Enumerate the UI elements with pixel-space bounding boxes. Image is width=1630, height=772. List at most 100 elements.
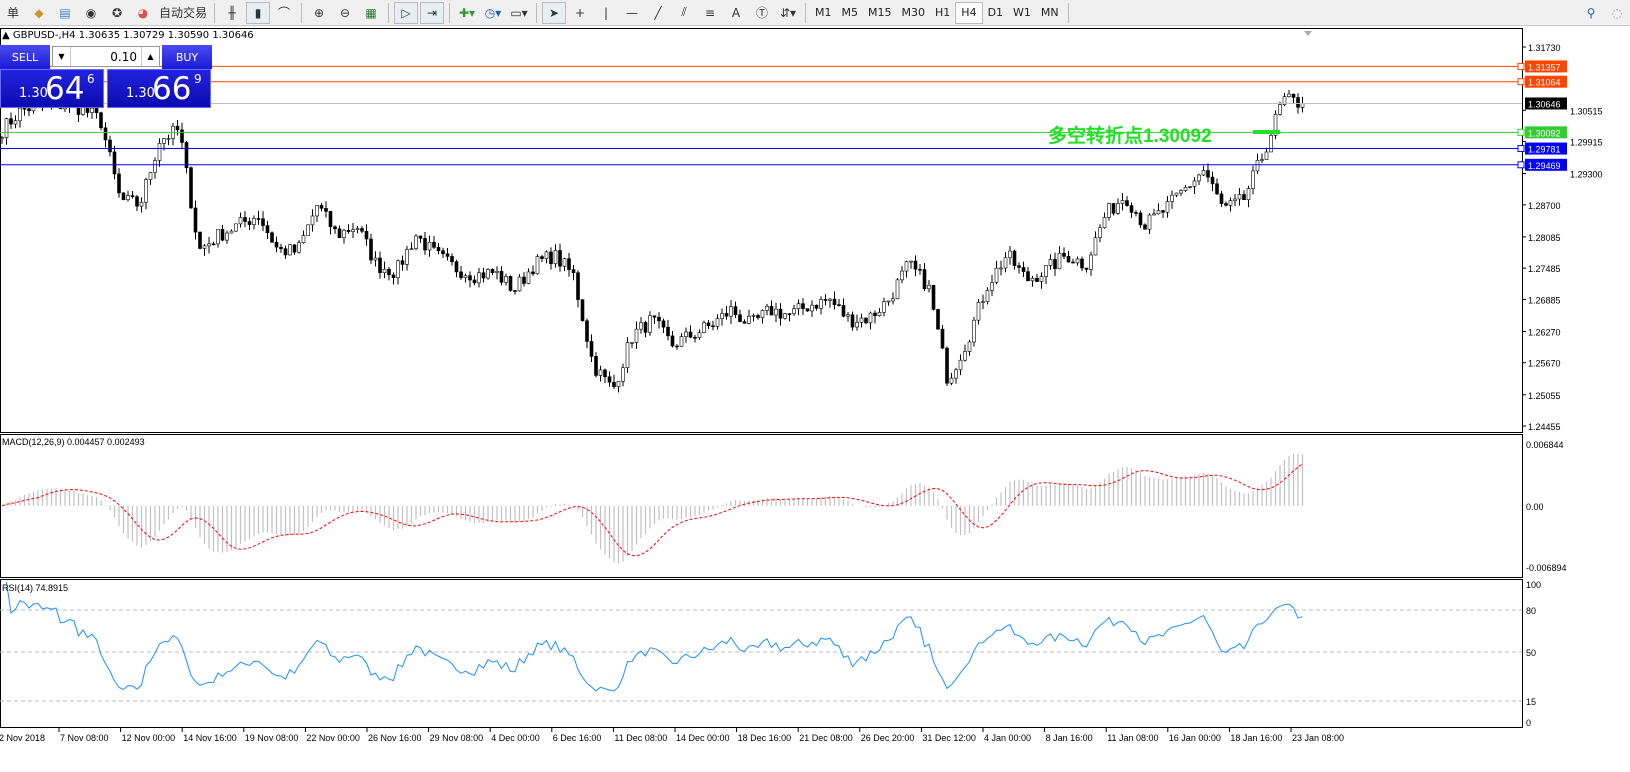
candle [1003,252,1008,273]
auto-scroll-icon[interactable]: ▷ [394,1,419,24]
candle [918,264,922,275]
candle [1219,190,1224,208]
horizontal-line-icon[interactable]: — [626,5,639,20]
text-label-icon[interactable]: Ⓣ [756,6,769,20]
macd-signal-line [1,463,1303,557]
timeframe-h1[interactable]: H1 [935,6,951,19]
candlestick-icon[interactable]: ▮ [246,1,271,24]
periods-icon[interactable]: ◷▾ [484,5,502,20]
candle [639,317,643,334]
candle [144,177,148,210]
chart-shift-icon[interactable]: ⇥ [420,1,445,24]
toolbar-separator [388,2,390,23]
buy-price-prefix: 1.30 [126,86,155,101]
rsi-tick-label: 80 [1526,606,1536,616]
auto-trading-icon[interactable]: ◕ [137,5,149,20]
timeframe-h4[interactable]: H4 [955,1,983,24]
time-tick-label: 16 Jan 00:00 [1169,733,1221,743]
bar-chart-icon[interactable]: ╫ [228,5,236,20]
candle [576,270,580,308]
sell-price-main: 64 [45,71,85,107]
indicators-icon[interactable]: ✚▾ [458,5,476,20]
candle [1075,256,1080,266]
sell-button[interactable]: SELL [0,45,50,69]
vertical-line-icon[interactable]: | [603,5,609,20]
buy-price[interactable]: 1.30 66 9 [107,69,211,108]
terminal-icon[interactable]: ◉ [85,5,97,20]
level-handle[interactable] [1517,145,1525,153]
sell-price-pip: 6 [87,72,95,86]
time-tick-label: 12 Nov 00:00 [122,733,176,743]
pivot-annotation[interactable]: 多空转折点1.30092 [1048,124,1212,147]
macd-tick-label: 0.00 [1526,502,1544,512]
timeframe-m5[interactable]: M5 [841,6,859,19]
zoom-in-icon[interactable]: ⊕ [313,5,325,20]
level-handle[interactable] [1517,161,1525,169]
candle [1035,273,1039,282]
candle [1012,249,1017,270]
timeframe-m30[interactable]: M30 [901,6,926,19]
time-tick-label: 21 Dec 08:00 [799,733,853,743]
level-handle[interactable] [1517,128,1525,136]
equidistant-channel-icon[interactable]: ⫽ [681,5,687,19]
level-handle[interactable] [1517,78,1525,86]
zoom-out-icon[interactable]: ⊖ [339,5,351,20]
candle [175,120,180,136]
tile-windows-icon[interactable]: ▦ [365,5,377,20]
crosshair-icon[interactable]: + [574,5,586,20]
candle [1287,89,1291,98]
fibonacci-icon[interactable]: ≡ [704,5,716,20]
level-price-label: 1.31064 [1528,78,1561,88]
line-chart-icon[interactable]: ⌒ [278,6,291,20]
timeframe-m15[interactable]: M15 [868,6,892,19]
timeframe-mn[interactable]: MN [1040,6,1059,19]
candle [1255,153,1260,175]
sell-price[interactable]: 1.30 64 6 [0,69,104,108]
signals-icon[interactable]: ✪ [111,5,123,20]
candle [319,202,324,212]
candle [828,297,832,308]
candle [909,260,913,269]
candle [526,268,531,285]
price-tick-label: 1.25670 [1528,359,1561,369]
candle [1183,184,1188,193]
buy-button[interactable]: BUY [162,45,212,69]
level-handle[interactable] [1517,62,1525,70]
candle [1179,189,1183,196]
chart-window[interactable]: 1.31730 1.30515 1.29915 1.29300 1.28700 1.280… [0,28,1630,748]
candle [958,354,963,376]
navigator-icon[interactable]: ▤ [59,5,71,20]
candle [382,261,387,279]
lot-increase-button[interactable]: ▲ [141,47,159,66]
price-tick-label: 1.27485 [1528,264,1561,274]
level-price-badge [1525,126,1567,139]
candle [540,254,544,263]
community-icon[interactable]: ◌ [1611,5,1623,20]
market-watch-icon[interactable]: ◆ [34,5,44,20]
arrows-icon[interactable]: ⇵▾ [779,5,797,20]
timeframe-m1[interactable]: M1 [815,6,832,19]
candle [252,215,256,230]
candle [1062,247,1066,260]
chart-shift-marker[interactable] [1304,31,1312,36]
price-pane [0,28,1523,433]
toolbar: 单 ◆ ▤ ◉ ✪ ◕ 自动交易 ╫ ▮ ⌒ ⊕ ⊖ ▦ ▷ ⇥ ✚▾ ◷▾ ▭▾ ➤ + | — ╱ ⫽ ≡ A Ⓣ ⇵▾ M1 M5 M… [0,0,1630,26]
candle [733,301,738,318]
candle [180,122,184,150]
auto-trading-button[interactable]: 自动交易 [159,6,208,20]
timeframe-d1[interactable]: D1 [987,6,1004,19]
timeframe-w1[interactable]: W1 [1013,6,1031,19]
search-icon[interactable]: ⚲ [1586,5,1596,20]
candle [940,325,945,350]
trendline-icon[interactable]: ╱ [654,5,662,20]
candle [904,260,909,278]
lot-decrease-button[interactable]: ▼ [53,47,71,66]
lot-input[interactable]: 0.10 [110,49,137,64]
text-icon[interactable]: A [731,5,741,20]
cursor-icon[interactable]: ➤ [542,1,567,24]
candle [553,244,558,268]
templates-icon[interactable]: ▭▾ [510,5,528,20]
level-price-badge [1525,142,1567,155]
candle [963,344,967,362]
lot-size-stepper[interactable]: ▼ 0.10 ▲ [52,46,160,67]
